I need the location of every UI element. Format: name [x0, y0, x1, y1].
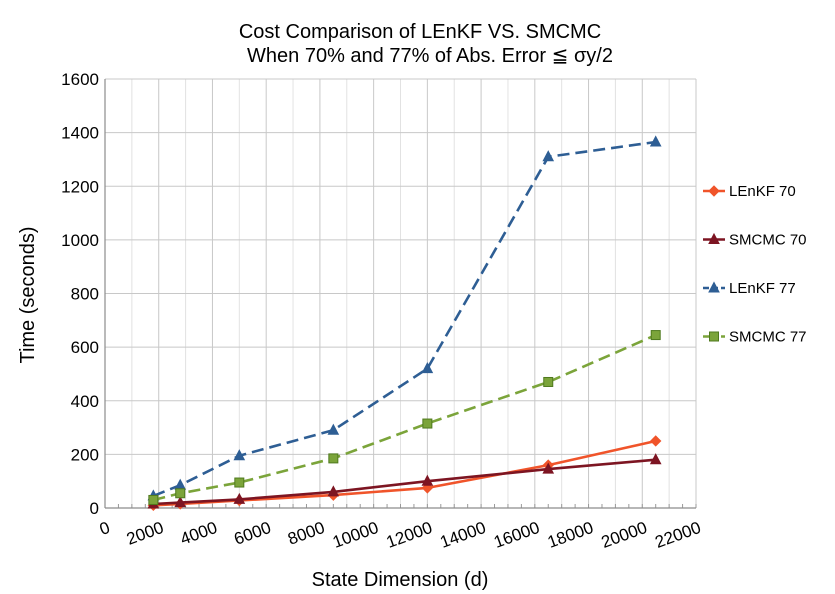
- data-point: [174, 478, 187, 490]
- data-point: [542, 150, 555, 162]
- chart-title-line2: When 70% and 77% of Abs. Error ≦ σy/2: [247, 45, 613, 67]
- y-axis-ticks: 0 200 400 600 800 1000 1200 1400 1600: [61, 70, 99, 518]
- x-tick-label: 8000: [285, 518, 327, 549]
- data-point: [175, 488, 186, 499]
- data-point: [233, 492, 246, 504]
- y-axis-label: Time (seconds): [17, 226, 39, 363]
- data-point: [542, 462, 555, 474]
- series-line: [153, 439, 656, 507]
- plot-grid: [104, 78, 697, 509]
- series-lenkf-77: [147, 135, 662, 501]
- y-tick-label: 1000: [61, 231, 99, 250]
- data-point: [708, 281, 720, 293]
- y-tick-label: 600: [71, 338, 99, 357]
- legend-entry: LEnKF 70: [703, 183, 796, 200]
- data-point: [650, 330, 661, 341]
- legend-entry: SMCMC 70: [703, 232, 807, 249]
- data-point: [421, 362, 434, 374]
- y-tick-label: 200: [71, 445, 99, 464]
- y-tick-label: 800: [71, 285, 99, 304]
- data-point: [649, 435, 662, 447]
- legend-entry: SMCMC 77: [703, 329, 807, 346]
- x-axis-label: State Dimension (d): [312, 569, 489, 591]
- y-tick-label: 1600: [61, 70, 99, 89]
- y-tick-label: 1200: [61, 177, 99, 196]
- data-point: [174, 496, 187, 508]
- x-tick-label: 22000: [652, 518, 703, 552]
- series-line: [153, 458, 656, 506]
- data-point: [708, 232, 720, 244]
- x-tick-label: 20000: [599, 518, 650, 552]
- data-point: [328, 453, 339, 464]
- legend: LEnKF 70 SMCMC 70 LEnKF 77 SMCMC 77: [703, 183, 807, 346]
- series-smcmc-77: [148, 330, 661, 505]
- legend-label: LEnKF 77: [729, 280, 796, 297]
- series-line: [152, 140, 656, 498]
- data-point: [709, 331, 719, 342]
- y-tick-label: 1400: [61, 124, 99, 143]
- data-point: [233, 449, 246, 461]
- x-tick-label: 4000: [178, 518, 220, 549]
- x-tick-label: 2000: [124, 518, 166, 549]
- chart-title-line1: Cost Comparison of LEnKF VS. SMCMC: [239, 21, 601, 43]
- x-tick-label: 14000: [438, 518, 489, 552]
- x-tick-label: 0: [97, 518, 112, 539]
- y-tick-label: 0: [90, 499, 99, 518]
- data-point: [708, 185, 720, 197]
- data-point: [422, 418, 433, 429]
- data-point: [543, 376, 554, 387]
- legend-entry: LEnKF 77: [703, 280, 796, 297]
- series-line: [153, 333, 657, 502]
- x-tick-label: 6000: [232, 518, 274, 549]
- series-layer: [147, 135, 662, 512]
- x-axis-ticks: 0 2000 4000 6000 8000 10000 12000 14000 16000 180…: [97, 518, 703, 552]
- data-point: [649, 135, 662, 147]
- data-point: [649, 453, 662, 465]
- legend-label: LEnKF 70: [729, 183, 796, 200]
- x-tick-label: 16000: [491, 518, 542, 552]
- data-point: [327, 423, 340, 435]
- legend-label: SMCMC 77: [729, 329, 807, 346]
- series-smcmc-70: [147, 453, 662, 509]
- data-point: [327, 485, 340, 497]
- data-point: [148, 494, 159, 505]
- y-tick-label: 400: [71, 392, 99, 411]
- data-point: [234, 477, 245, 488]
- data-point: [421, 474, 434, 486]
- x-tick-label: 18000: [545, 518, 596, 552]
- x-tick-label: 12000: [384, 518, 435, 552]
- legend-label: SMCMC 70: [729, 232, 807, 249]
- x-tick-label: 10000: [330, 518, 381, 552]
